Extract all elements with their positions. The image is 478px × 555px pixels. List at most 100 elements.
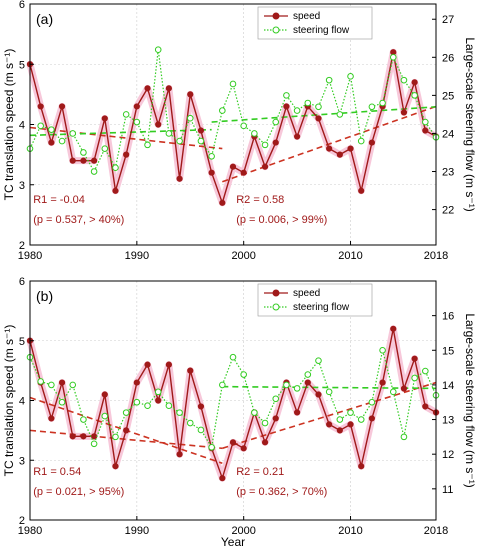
panel-b-speed-point-2003 — [272, 415, 279, 422]
panel-a-trend-0 — [29, 126, 223, 150]
panel-b-ytick-label-2: 4 — [19, 396, 25, 408]
panel-b-speed-point-1993 — [165, 361, 172, 368]
panel-a-steering-point-2012 — [368, 103, 376, 111]
panel-b-steering-point-1985 — [80, 416, 87, 423]
panel-b-xtick-label-2: 2000 — [231, 525, 255, 537]
panel-b-speed-point-1994 — [176, 451, 183, 458]
panel-b-steering-point-1997 — [208, 443, 215, 451]
panel-a-xtick-label-0: 1980 — [18, 250, 42, 262]
panel-b-speed-shading — [26, 325, 440, 482]
panel-a-legend-steering-marker — [272, 26, 280, 34]
panel-a-steering-point-1989 — [122, 111, 130, 118]
panel-a-steering-point-1988 — [112, 164, 119, 172]
panel-b-legend-speed-marker — [272, 289, 280, 297]
panel-b-steering-point-1995 — [186, 419, 194, 427]
panel-a-steering-point-2017 — [422, 118, 429, 126]
panel-a-xtick-label-2: 2000 — [231, 250, 255, 262]
panel-b-label: (b) — [36, 288, 53, 304]
panel-a-speed-point-1997 — [208, 169, 215, 176]
panel-a-speed-point-1986 — [91, 157, 98, 164]
panel-a-annotation-r1: R1 = -0.04 — [33, 194, 85, 206]
panel-a-speed-point-1989 — [123, 151, 130, 158]
panel-a-steering-point-2003 — [272, 118, 280, 126]
panel-a-speed-point-1992 — [155, 121, 162, 128]
panel-a-left-axis-label: TC translation speed (m s⁻¹) — [2, 49, 16, 201]
panel-a-speed-point-2007 — [315, 115, 322, 122]
panel-a-y2tick-label-5: 27 — [442, 14, 454, 26]
panel-b-steering-point-1991 — [144, 402, 151, 409]
panel-b-speed-point-1987 — [101, 391, 108, 398]
panel-a-speed-point-1982 — [48, 139, 55, 146]
panel-a-steering-point-1984 — [69, 130, 77, 137]
panel-a-ytick-label-2: 4 — [19, 120, 25, 132]
panel-b-speed-point-2017 — [422, 403, 429, 410]
panel-b-speed-point-2002 — [261, 439, 269, 446]
panel-b-steering-point-2007 — [315, 357, 322, 364]
panel-b-steering-point-1988 — [112, 433, 119, 441]
panel-b-speed-point-2010 — [347, 421, 354, 428]
panel-a-speed-point-2015 — [400, 109, 408, 116]
panel-a-steering-point-2008 — [325, 76, 333, 84]
panel-a-right-axis-label: Large-scale steering flow (m s⁻¹) — [463, 37, 477, 211]
panel-a-y2tick-label-1: 23 — [442, 167, 454, 179]
panel-a-steering-point-1994 — [176, 137, 183, 145]
panel-b-speed-point-1983 — [58, 379, 66, 386]
panel-a-speed-point-1998 — [219, 199, 226, 206]
panel-b-steering-point-1996 — [197, 426, 205, 434]
panel-a-annotation-r2: R2 = 0.58 — [236, 194, 284, 206]
panel-a-speed-point-1985 — [80, 157, 87, 164]
panel-a-steering-point-2009 — [336, 111, 344, 118]
panel-a-speed-point-2016 — [411, 79, 418, 86]
panel-a-steering-point-1998 — [219, 107, 226, 114]
panel-b-speed-point-2012 — [368, 415, 375, 422]
panel-b-steering-point-2006 — [304, 371, 312, 378]
panel-b-steering-point-1983 — [58, 398, 66, 406]
panel-a-y2tick-label-2: 24 — [442, 128, 454, 140]
panel-b-legend-steering-label: steering flow — [293, 302, 350, 313]
panel-b-speed-point-2009 — [336, 427, 343, 434]
panel-b-right-axis-label: Large-scale steering flow (m s⁻¹) — [463, 313, 477, 487]
panel-b-trend-2 — [222, 381, 437, 450]
panel-b-speed-point-1995 — [187, 367, 194, 374]
panel-b-speed-point-1986 — [91, 433, 98, 440]
panel-b-steering-point-2003 — [272, 395, 280, 403]
panel-a-y2tick-label-3: 25 — [442, 90, 454, 102]
panel-a-speed-point-1999 — [229, 163, 237, 170]
panel-a-legend: speed steering flow — [257, 6, 373, 40]
panel-b-steering-point-1982 — [48, 381, 55, 389]
panel-a-speed-point-2011 — [358, 187, 365, 194]
panel-b-speed-point-2015 — [400, 385, 408, 392]
panel-b-speed-point-1988 — [112, 463, 119, 470]
panel-a-steering-point-1993 — [165, 130, 173, 137]
panel-a-steering-point-2016 — [411, 92, 418, 99]
panel-b-series — [26, 325, 440, 482]
panel-b-speed-point-1999 — [229, 439, 237, 446]
panel-a-steering-point-2011 — [357, 137, 365, 145]
panel-a-annotation-r1-p: (p = 0.537, > 40%) — [33, 214, 124, 226]
panel-b-steering-point-2009 — [336, 416, 344, 423]
panel-a-trend-lines — [29, 105, 437, 183]
panel-b-steering-point-2005 — [293, 385, 301, 392]
panel-b-annotation-r1-p: (p = 0.021, > 95%) — [33, 486, 124, 498]
panel-b-steering-point-1989 — [122, 409, 130, 416]
panel-b-speed-point-2008 — [326, 421, 333, 428]
panel-a-speed-point-2017 — [422, 127, 429, 134]
panel-a-steering-point-1990 — [133, 118, 141, 126]
panel-a-legend-speed-marker — [272, 12, 280, 20]
panel-a-speed-point-1984 — [69, 157, 76, 164]
panel-a-speed-point-2003 — [272, 139, 279, 146]
panel-b-xtick-label-3: 2010 — [338, 525, 362, 537]
panel-b-legend-speed-label: speed — [293, 288, 320, 299]
panel-b-speed-point-2005 — [294, 409, 301, 416]
panel-b-steering-point-2015 — [400, 433, 408, 441]
panel-a-steering-point-2010 — [347, 73, 354, 80]
panel-a-y2tick-label-4: 26 — [442, 52, 454, 64]
panel-a-speed-point-2009 — [336, 151, 343, 158]
panel-b-annotation-r2-p: (p = 0.362, > 70%) — [236, 486, 327, 498]
panel-a-steering-point-1981 — [37, 122, 44, 130]
panel-a-legend-box — [257, 6, 373, 40]
panel-a-xtick-label-4: 2018 — [424, 250, 448, 262]
panel-b-xtick-label-4: 2018 — [424, 525, 448, 537]
panel-a-xtick-label-1: 1990 — [125, 250, 149, 262]
